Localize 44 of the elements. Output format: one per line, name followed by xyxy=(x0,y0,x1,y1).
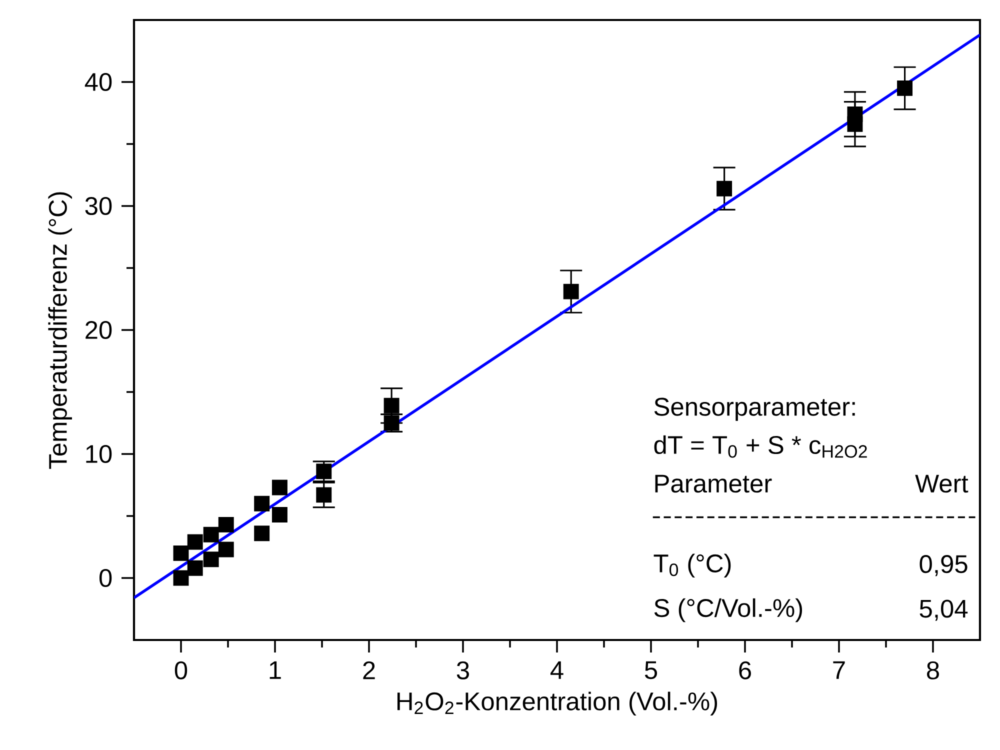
point xyxy=(272,480,288,496)
point xyxy=(384,398,400,414)
point xyxy=(563,284,579,300)
y-tick-label: 20 xyxy=(86,320,112,340)
annotation: S (°C/Vol.-%) xyxy=(654,598,802,622)
point xyxy=(187,560,203,576)
x-tick-label: 2 xyxy=(363,661,375,680)
x-tick-label: 4 xyxy=(550,661,564,679)
annotation: 0,95 xyxy=(920,555,968,576)
point xyxy=(384,415,400,431)
annotation: 5,04 xyxy=(920,600,968,621)
point xyxy=(316,487,332,503)
y-tick-label: 40 xyxy=(84,72,112,92)
x-tick-label: 7 xyxy=(833,661,845,679)
x-axis-title: H$_{2}$O$_{2}$-Konzentration (Vol.-%) xyxy=(397,692,718,716)
x-tick-label: 3 xyxy=(456,661,469,680)
y-tick-label: 10 xyxy=(86,444,112,464)
point xyxy=(272,507,288,522)
annotation: Sensorparameter: xyxy=(654,398,855,421)
point xyxy=(897,80,913,96)
annotation: dT = T$_{0}$ + S * c$_{H2O2}$ xyxy=(654,435,867,458)
annotation: Parameter xyxy=(655,474,772,493)
point xyxy=(203,552,219,568)
point xyxy=(847,106,863,122)
point xyxy=(316,464,332,480)
annotation: Wert xyxy=(915,474,968,493)
x-tick-label: 8 xyxy=(927,661,939,680)
x-tick-label: 6 xyxy=(739,661,751,680)
y-axis-title: Temperaturdifferenz (°C) xyxy=(48,192,72,469)
point xyxy=(254,526,270,542)
point xyxy=(203,526,219,542)
x-tick-label: 1 xyxy=(270,661,281,679)
point xyxy=(173,570,189,586)
x-tick-label: 0 xyxy=(174,661,188,680)
point xyxy=(173,545,189,561)
point xyxy=(716,180,732,196)
y-tick-label: 0 xyxy=(99,568,112,588)
point xyxy=(218,516,234,532)
point xyxy=(187,534,203,550)
x-tick-label: 5 xyxy=(644,661,658,680)
point xyxy=(218,542,234,558)
y-tick-label: 30 xyxy=(85,196,112,216)
point xyxy=(254,496,270,512)
annotation: T$_{0}$ (°C) xyxy=(654,554,731,578)
